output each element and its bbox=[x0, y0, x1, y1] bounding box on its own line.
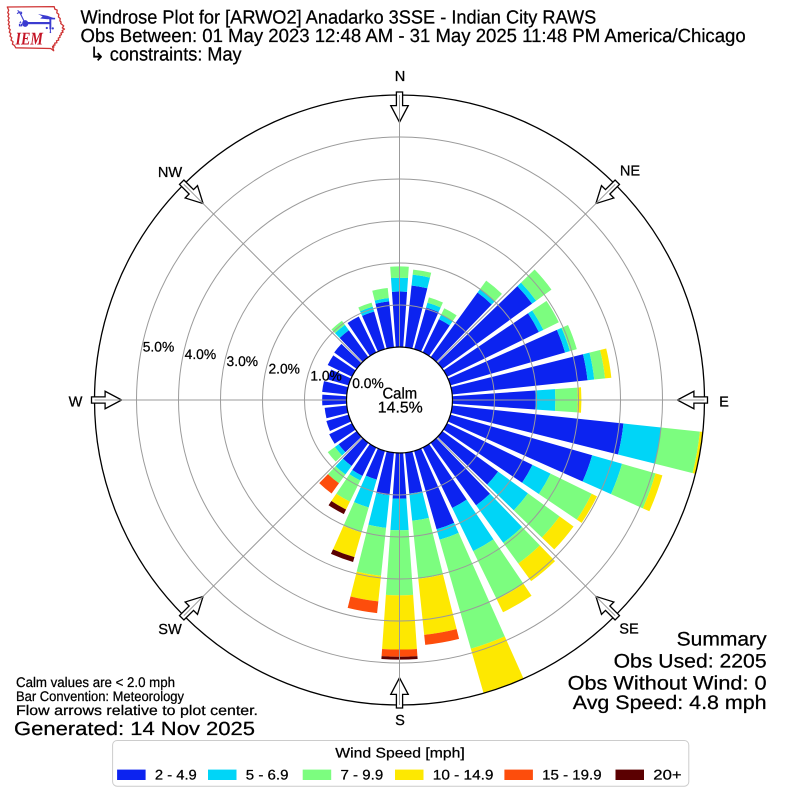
svg-text:4.0%: 4.0% bbox=[185, 346, 217, 362]
svg-text:1.0%: 1.0% bbox=[310, 368, 342, 384]
svg-text:Flow arrows relative to plot c: Flow arrows relative to plot center. bbox=[16, 702, 258, 718]
svg-text:Obs Used: 2205: Obs Used: 2205 bbox=[614, 651, 767, 673]
svg-text:↳ constraints: May: ↳ constraints: May bbox=[90, 45, 242, 66]
svg-text:2.0%: 2.0% bbox=[268, 360, 300, 376]
svg-text:N: N bbox=[395, 69, 406, 85]
svg-text:IEM: IEM bbox=[15, 28, 44, 48]
svg-text:Avg Speed: 4.8 mph: Avg Speed: 4.8 mph bbox=[573, 692, 767, 714]
svg-text:14.5%: 14.5% bbox=[378, 400, 423, 417]
svg-text:SE: SE bbox=[619, 622, 639, 638]
svg-text:5 - 6.9: 5 - 6.9 bbox=[246, 767, 289, 783]
svg-text:10 - 14.9: 10 - 14.9 bbox=[433, 767, 494, 783]
svg-text:W: W bbox=[69, 395, 83, 411]
svg-text:7 - 9.9: 7 - 9.9 bbox=[341, 767, 384, 783]
svg-text:Calm values are < 2.0 mph: Calm values are < 2.0 mph bbox=[16, 674, 175, 690]
svg-text:Obs Without Wind: 0: Obs Without Wind: 0 bbox=[568, 673, 767, 695]
svg-text:2 - 4.9: 2 - 4.9 bbox=[155, 767, 197, 783]
svg-text:Obs Between: 01 May 2023 12:48: Obs Between: 01 May 2023 12:48 AM - 31 M… bbox=[81, 26, 746, 47]
svg-text:0.0%: 0.0% bbox=[352, 375, 384, 391]
svg-text:5.0%: 5.0% bbox=[143, 339, 175, 355]
svg-text:NE: NE bbox=[620, 164, 641, 180]
svg-text:3.0%: 3.0% bbox=[227, 353, 259, 369]
svg-text:20+: 20+ bbox=[653, 767, 681, 783]
svg-text:Generated: 14 Nov 2025: Generated: 14 Nov 2025 bbox=[14, 719, 255, 740]
svg-text:S: S bbox=[395, 713, 405, 729]
svg-text:15 - 19.9: 15 - 19.9 bbox=[542, 767, 602, 783]
svg-text:Wind Speed [mph]: Wind Speed [mph] bbox=[335, 745, 464, 761]
svg-text:SW: SW bbox=[158, 622, 182, 638]
svg-text:Windrose Plot for [ARWO2] Anad: Windrose Plot for [ARWO2] Anadarko 3SSE … bbox=[81, 8, 597, 29]
svg-text:Summary: Summary bbox=[677, 629, 767, 651]
svg-text:NW: NW bbox=[158, 165, 183, 181]
svg-text:Bar Convention: Meteorology: Bar Convention: Meteorology bbox=[16, 688, 184, 704]
svg-text:Calm: Calm bbox=[382, 386, 417, 403]
svg-text:E: E bbox=[719, 395, 729, 411]
